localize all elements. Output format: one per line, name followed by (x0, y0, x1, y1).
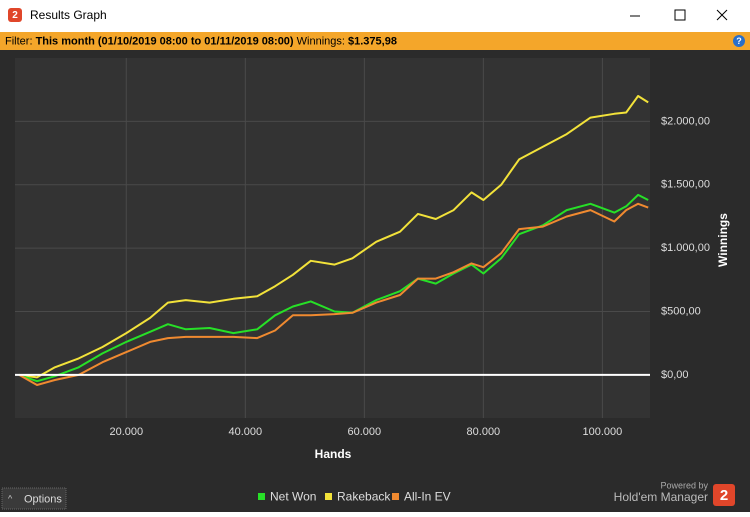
winnings-label: Winnings: (297, 35, 345, 47)
winnings-value: $1.375,98 (348, 35, 397, 47)
y-tick-label: $1.500,00 (661, 179, 710, 191)
legend-label: Net Won (270, 490, 316, 504)
legend-marker (325, 493, 332, 500)
title-bar (0, 0, 750, 32)
maximize-button[interactable] (674, 9, 686, 21)
y-tick-label: $2.000,00 (661, 115, 710, 127)
x-tick-label: 20.000 (109, 426, 143, 438)
app-icon (8, 8, 22, 22)
x-axis-title: Hands (315, 447, 352, 461)
y-tick-label: $1.000,00 (661, 242, 710, 254)
close-button[interactable] (716, 9, 728, 21)
window-title: Results Graph (30, 8, 107, 22)
legend-label: All-In EV (404, 490, 451, 504)
legend-marker (392, 493, 399, 500)
help-button[interactable] (733, 35, 745, 47)
filter-text: Filter: This month (01/10/2019 08:00 to … (5, 35, 397, 47)
filter-label: Filter: (5, 35, 33, 47)
x-tick-label: 60.000 (348, 426, 382, 438)
x-tick-label: 80.000 (467, 426, 501, 438)
legend-marker (258, 493, 265, 500)
brand-logo (713, 484, 735, 506)
x-tick-label: 100.000 (583, 426, 623, 438)
legend-label: Rakeback (337, 490, 391, 504)
powered-by: Powered by (660, 480, 708, 490)
series-line (18, 202, 649, 386)
options-caret: ^ (8, 493, 13, 503)
plot-area (15, 58, 650, 418)
filter-bar (0, 32, 750, 50)
app-icon-text: 2 (12, 10, 18, 21)
y-axis-title: Winnings (716, 213, 730, 267)
series-line (19, 95, 649, 379)
options-label: Options (24, 493, 62, 505)
brand: Hold'em Manager (614, 490, 708, 504)
y-tick-label: $500,00 (661, 305, 701, 317)
x-tick-label: 40.000 (228, 426, 262, 438)
filter-period: This month (01/10/2019 08:00 to 01/11/20… (36, 35, 294, 47)
y-tick-label: $0,00 (661, 369, 689, 381)
brand-logo-text: 2 (720, 487, 728, 504)
options-button[interactable] (1, 487, 67, 510)
help-icon: ? (736, 36, 742, 46)
